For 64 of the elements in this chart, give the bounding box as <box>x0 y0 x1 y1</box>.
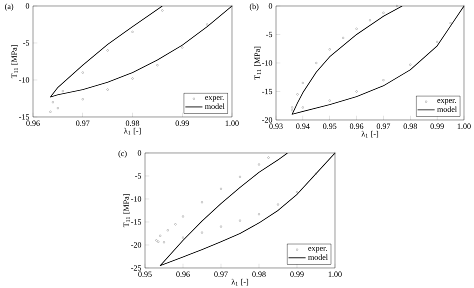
x-tick-label: 0.98 <box>252 272 266 277</box>
point <box>462 4 466 8</box>
y-tick-label: -10 <box>131 196 142 202</box>
point <box>276 203 280 206</box>
y-tick-label: 0 <box>26 3 30 9</box>
point <box>449 22 452 24</box>
x-tick-label: 0.99 <box>176 120 189 126</box>
x-tick-label: 1.00 <box>226 120 239 126</box>
x-tick-label: 0.99 <box>430 124 444 129</box>
chart-title: (b) <box>250 4 258 11</box>
x-axis-title: λ$_{1}$ [-] <box>362 130 378 138</box>
x-axis-title: λ$_{1}$ [-] <box>124 128 141 135</box>
point <box>267 156 270 159</box>
legend-label: exper. <box>437 99 456 105</box>
y-axis-title: T$_{11}$ [MPa] <box>254 46 261 80</box>
y-tick-label: 0 <box>268 3 272 9</box>
y-tick-label: -20 <box>262 117 272 123</box>
y-tick-label: 0 <box>138 150 142 156</box>
y-tick-label: -5 <box>266 32 272 38</box>
x-tick-label: 0.97 <box>214 272 228 277</box>
point <box>334 152 336 154</box>
point <box>220 225 222 228</box>
point <box>238 176 242 178</box>
y-tick-label: -20 <box>131 242 142 248</box>
y-tick-label: -10 <box>19 77 30 83</box>
x-tick-label: 0.94 <box>296 124 310 129</box>
point <box>296 190 298 194</box>
x-tick-label: 0.93 <box>269 124 283 129</box>
y-tick-label: -10 <box>262 60 272 66</box>
y-tick-label: -5 <box>135 173 142 179</box>
x-tick-label: 1.00 <box>328 272 342 277</box>
point <box>230 4 234 8</box>
chart-title: (c) <box>118 150 127 158</box>
legend-label: model <box>437 106 457 112</box>
point <box>382 78 385 82</box>
y-tick-label: -15 <box>262 88 272 94</box>
x-tick-label: 0.96 <box>176 272 190 277</box>
x-tick-label: 0.95 <box>138 272 152 277</box>
chart-title: (a) <box>5 4 14 11</box>
x-tick-label: 0.95 <box>323 124 336 129</box>
point <box>182 215 184 218</box>
point <box>131 77 134 80</box>
y-axis-title: T$_{11}$ [MPa] <box>11 45 18 78</box>
x-tick-label: 0.99 <box>290 272 304 277</box>
point <box>355 90 358 93</box>
y-tick-label: -5 <box>23 40 30 46</box>
x-tick-label: 0.98 <box>126 120 140 126</box>
x-axis-title: λ$_{1}$ [-] <box>232 278 248 286</box>
x-tick-label: 0.98 <box>404 124 417 129</box>
legend-label: model <box>308 254 328 260</box>
y-tick-label: -15 <box>131 219 142 225</box>
legend-label: exper. <box>205 96 224 102</box>
point <box>200 231 204 234</box>
x-tick-label: 0.96 <box>350 124 364 129</box>
x-tick-label: 1.00 <box>458 124 471 129</box>
x-tick-label: 0.97 <box>376 124 390 129</box>
legend-label: exper. <box>308 247 327 252</box>
y-axis-title: T$_{11}$ [MPa] <box>123 194 130 228</box>
x-tick-label: 0.96 <box>26 120 40 126</box>
y-tick-label: -15 <box>19 114 30 120</box>
x-tick-label: 0.97 <box>76 120 90 126</box>
y-tick-label: -25 <box>131 265 142 271</box>
legend-label: model <box>205 103 225 110</box>
point <box>258 163 260 166</box>
